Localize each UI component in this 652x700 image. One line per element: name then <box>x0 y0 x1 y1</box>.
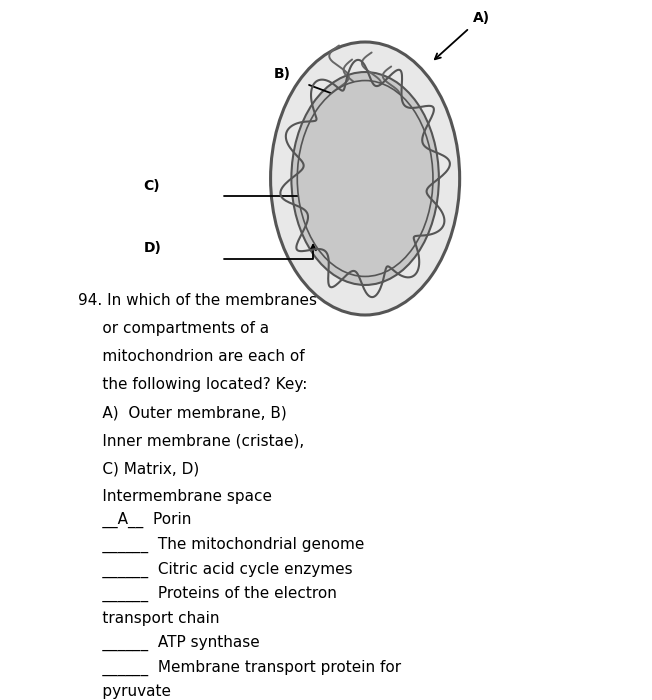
Text: Intermembrane space: Intermembrane space <box>78 489 273 504</box>
Text: mitochondrion are each of: mitochondrion are each of <box>78 349 305 364</box>
Text: C): C) <box>143 178 160 192</box>
Ellipse shape <box>271 42 460 315</box>
Text: 94. In which of the membranes: 94. In which of the membranes <box>78 293 318 308</box>
Text: __A__  Porin: __A__ Porin <box>78 512 192 528</box>
Text: A)  Outer membrane, B): A) Outer membrane, B) <box>78 405 287 420</box>
Text: ______  Citric acid cycle enzymes: ______ Citric acid cycle enzymes <box>78 561 353 577</box>
Text: C) Matrix, D): C) Matrix, D) <box>78 461 200 476</box>
Text: Inner membrane (cristae),: Inner membrane (cristae), <box>78 433 304 448</box>
Text: the following located? Key:: the following located? Key: <box>78 377 308 392</box>
Text: ______  Membrane transport protein for: ______ Membrane transport protein for <box>78 659 402 676</box>
Text: transport chain: transport chain <box>78 612 220 626</box>
Text: ______  ATP synthase: ______ ATP synthase <box>78 635 260 651</box>
Text: A): A) <box>473 10 490 25</box>
Text: ______  Proteins of the electron: ______ Proteins of the electron <box>78 586 337 602</box>
Text: D): D) <box>143 241 161 255</box>
Text: or compartments of a: or compartments of a <box>78 321 269 336</box>
Ellipse shape <box>291 72 439 285</box>
Text: B): B) <box>274 66 291 80</box>
Ellipse shape <box>297 80 433 276</box>
Text: pyruvate: pyruvate <box>78 684 171 699</box>
Text: ______  The mitochondrial genome: ______ The mitochondrial genome <box>78 537 364 553</box>
